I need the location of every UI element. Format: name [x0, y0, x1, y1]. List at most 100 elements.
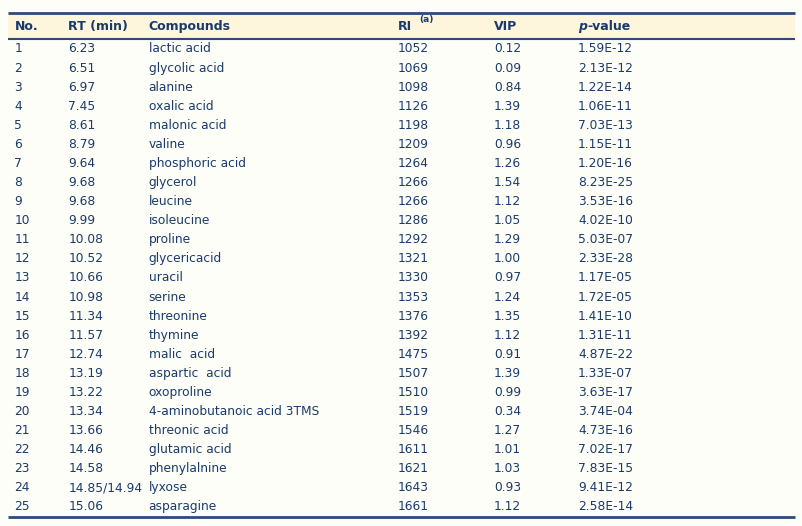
Text: 1.12: 1.12 — [493, 329, 520, 342]
Text: threonine: threonine — [148, 310, 207, 322]
Text: asparagine: asparagine — [148, 501, 217, 513]
Text: 8: 8 — [14, 176, 22, 189]
Text: 9.99: 9.99 — [68, 214, 95, 227]
Text: 1198: 1198 — [397, 119, 428, 132]
Text: 1.22E-14: 1.22E-14 — [577, 80, 632, 94]
Text: 1126: 1126 — [397, 100, 428, 113]
Text: 1052: 1052 — [397, 43, 428, 55]
Text: 1.06E-11: 1.06E-11 — [577, 100, 632, 113]
Text: 8.79: 8.79 — [68, 138, 95, 151]
Text: valine: valine — [148, 138, 185, 151]
Text: 1098: 1098 — [397, 80, 428, 94]
Text: 7.02E-17: 7.02E-17 — [577, 443, 632, 456]
Text: 6.23: 6.23 — [68, 43, 95, 55]
Text: 1510: 1510 — [397, 386, 428, 399]
Text: 10.98: 10.98 — [68, 290, 103, 304]
Text: 8.23E-25: 8.23E-25 — [577, 176, 633, 189]
Text: 1.35: 1.35 — [493, 310, 520, 322]
Text: 11.57: 11.57 — [68, 329, 103, 342]
Text: serine: serine — [148, 290, 186, 304]
Text: isoleucine: isoleucine — [148, 214, 209, 227]
Text: 1.05: 1.05 — [493, 214, 520, 227]
Text: 5.03E-07: 5.03E-07 — [577, 234, 632, 246]
Text: 24: 24 — [14, 481, 30, 494]
Text: thymine: thymine — [148, 329, 199, 342]
Text: 1.03: 1.03 — [493, 462, 520, 476]
Text: 4.02E-10: 4.02E-10 — [577, 214, 632, 227]
Text: 14.85/14.94: 14.85/14.94 — [68, 481, 142, 494]
Text: 15: 15 — [14, 310, 30, 322]
Text: RT (min): RT (min) — [68, 20, 128, 33]
Text: 1069: 1069 — [397, 62, 428, 75]
Text: 1.15E-11: 1.15E-11 — [577, 138, 632, 151]
Text: 1209: 1209 — [397, 138, 428, 151]
Text: 19: 19 — [14, 386, 30, 399]
Text: 2.33E-28: 2.33E-28 — [577, 252, 632, 266]
Text: 2.58E-14: 2.58E-14 — [577, 501, 633, 513]
Text: alanine: alanine — [148, 80, 193, 94]
Text: 1661: 1661 — [397, 501, 428, 513]
Text: 14.46: 14.46 — [68, 443, 103, 456]
Text: 1.18: 1.18 — [493, 119, 520, 132]
Text: 6.97: 6.97 — [68, 80, 95, 94]
Text: 7.83E-15: 7.83E-15 — [577, 462, 633, 476]
Text: RI: RI — [397, 20, 411, 33]
Text: 1353: 1353 — [397, 290, 428, 304]
Text: 20: 20 — [14, 405, 30, 418]
Text: p: p — [577, 20, 586, 33]
Text: 4.73E-16: 4.73E-16 — [577, 424, 632, 437]
Text: glutamic acid: glutamic acid — [148, 443, 231, 456]
Text: 1.00: 1.00 — [493, 252, 520, 266]
Text: 4: 4 — [14, 100, 22, 113]
Text: glycolic acid: glycolic acid — [148, 62, 224, 75]
Text: 9: 9 — [14, 195, 22, 208]
Text: 1.12: 1.12 — [493, 501, 520, 513]
Text: 13.22: 13.22 — [68, 386, 103, 399]
Text: 14.58: 14.58 — [68, 462, 103, 476]
Text: 1.33E-07: 1.33E-07 — [577, 367, 632, 380]
Text: 9.41E-12: 9.41E-12 — [577, 481, 632, 494]
Text: malonic acid: malonic acid — [148, 119, 226, 132]
Text: 23: 23 — [14, 462, 30, 476]
Text: 1330: 1330 — [397, 271, 428, 285]
Text: 1.31E-11: 1.31E-11 — [577, 329, 632, 342]
Text: aspartic  acid: aspartic acid — [148, 367, 231, 380]
Text: 8.61: 8.61 — [68, 119, 95, 132]
Text: 6: 6 — [14, 138, 22, 151]
Text: 1611: 1611 — [397, 443, 428, 456]
Bar — [8, 13, 794, 39]
Text: 16: 16 — [14, 329, 30, 342]
Text: 1266: 1266 — [397, 176, 428, 189]
Text: 10.52: 10.52 — [68, 252, 103, 266]
Text: 3: 3 — [14, 80, 22, 94]
Text: 1.20E-16: 1.20E-16 — [577, 157, 632, 170]
Text: threonic acid: threonic acid — [148, 424, 228, 437]
Text: 1.12: 1.12 — [493, 195, 520, 208]
Text: 0.09: 0.09 — [493, 62, 520, 75]
Text: 12.74: 12.74 — [68, 348, 103, 361]
Text: 1: 1 — [14, 43, 22, 55]
Text: 2.13E-12: 2.13E-12 — [577, 62, 632, 75]
Text: 1546: 1546 — [397, 424, 428, 437]
Text: 3.74E-04: 3.74E-04 — [577, 405, 632, 418]
Text: 9.64: 9.64 — [68, 157, 95, 170]
Text: 1376: 1376 — [397, 310, 428, 322]
Text: glycericacid: glycericacid — [148, 252, 221, 266]
Text: 0.97: 0.97 — [493, 271, 520, 285]
Text: 1.41E-10: 1.41E-10 — [577, 310, 632, 322]
Text: 1264: 1264 — [397, 157, 428, 170]
Text: 7: 7 — [14, 157, 22, 170]
Text: (a): (a) — [419, 15, 433, 25]
Text: lyxose: lyxose — [148, 481, 188, 494]
Text: VIP: VIP — [493, 20, 516, 33]
Text: 21: 21 — [14, 424, 30, 437]
Text: 2: 2 — [14, 62, 22, 75]
Text: 1507: 1507 — [397, 367, 428, 380]
Text: malic  acid: malic acid — [148, 348, 214, 361]
Text: 0.93: 0.93 — [493, 481, 520, 494]
Text: 18: 18 — [14, 367, 30, 380]
Text: 1.26: 1.26 — [493, 157, 520, 170]
Text: 1643: 1643 — [397, 481, 428, 494]
Text: 3.53E-16: 3.53E-16 — [577, 195, 632, 208]
Text: oxoproline: oxoproline — [148, 386, 212, 399]
